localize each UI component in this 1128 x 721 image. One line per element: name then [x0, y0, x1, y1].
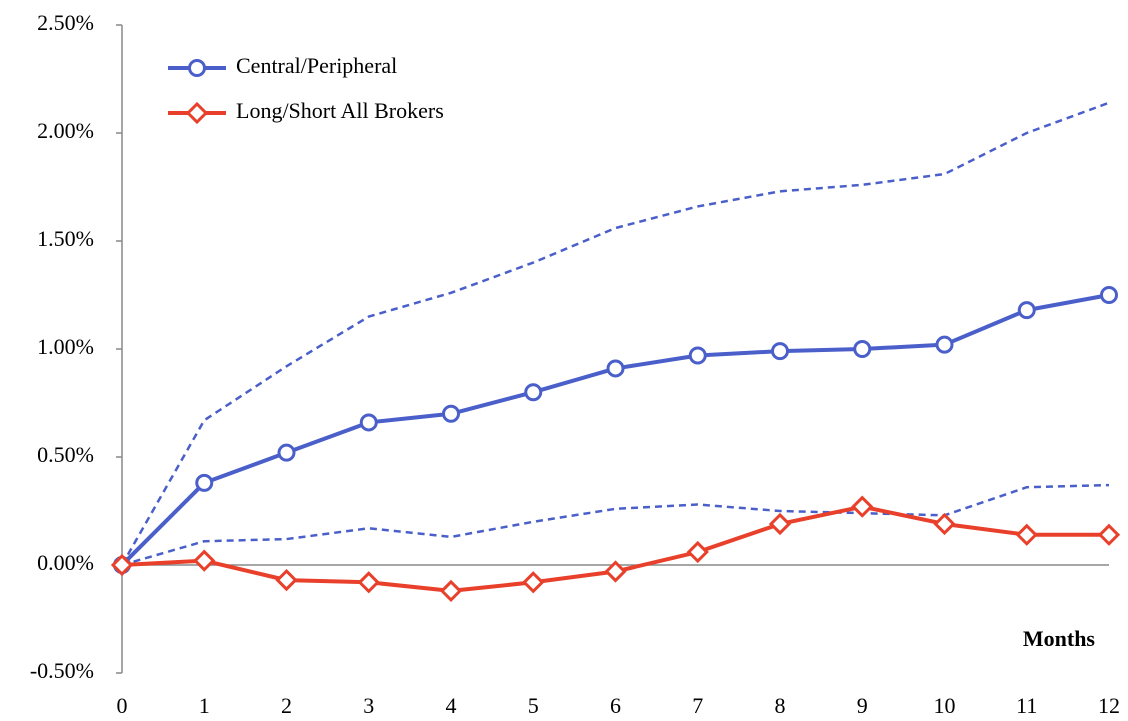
marker — [439, 579, 463, 603]
marker — [193, 549, 216, 572]
marker — [359, 413, 378, 432]
marker — [771, 342, 789, 361]
x-tick-label: 11 — [1016, 693, 1037, 718]
marker — [524, 383, 543, 402]
marker — [1100, 286, 1118, 304]
y-tick-label: 0.50% — [37, 442, 94, 467]
marker — [768, 512, 792, 536]
x-tick-label: 1 — [199, 693, 210, 718]
y-tick-label: -0.50% — [30, 658, 94, 683]
x-tick-label: 0 — [117, 693, 128, 718]
x-tick-label: 7 — [692, 693, 703, 718]
marker — [604, 560, 627, 583]
x-tick-label: 12 — [1098, 693, 1120, 718]
marker — [277, 443, 296, 462]
x-tick-label: 5 — [528, 693, 539, 718]
marker — [522, 571, 545, 594]
marker — [686, 540, 709, 564]
legend-marker — [185, 101, 209, 125]
marker — [606, 359, 625, 378]
x-tick-label: 9 — [857, 693, 868, 718]
marker — [688, 346, 707, 365]
legend-label: Central/Peripheral — [236, 53, 397, 78]
marker — [110, 553, 134, 577]
y-tick-label: 1.00% — [37, 334, 94, 359]
legend-marker — [188, 59, 206, 77]
y-tick-label: 1.50% — [37, 226, 94, 251]
marker — [357, 571, 380, 594]
band-line — [120, 101, 1110, 566]
x-tick-label: 10 — [934, 693, 956, 718]
x-tick-label: 6 — [610, 693, 621, 718]
marker — [935, 335, 954, 354]
marker — [1097, 523, 1121, 546]
marker — [275, 568, 298, 592]
marker — [853, 340, 872, 358]
x-tick-label: 3 — [363, 693, 374, 718]
marker — [442, 404, 460, 423]
x-tick-label: 2 — [281, 693, 292, 718]
y-tick-label: 0.00% — [37, 550, 94, 575]
y-tick-label: 2.50% — [37, 10, 94, 35]
x-tick-label: 4 — [446, 693, 457, 718]
y-tick-label: 2.00% — [37, 118, 94, 143]
x-tick-label: 8 — [775, 693, 786, 718]
x-axis-label: Months — [1023, 626, 1096, 651]
legend-label: Long/Short All Brokers — [236, 98, 444, 123]
marker — [851, 495, 874, 518]
marker — [195, 473, 214, 492]
marker — [1015, 523, 1038, 546]
marker — [1017, 301, 1036, 320]
marker — [933, 512, 956, 536]
